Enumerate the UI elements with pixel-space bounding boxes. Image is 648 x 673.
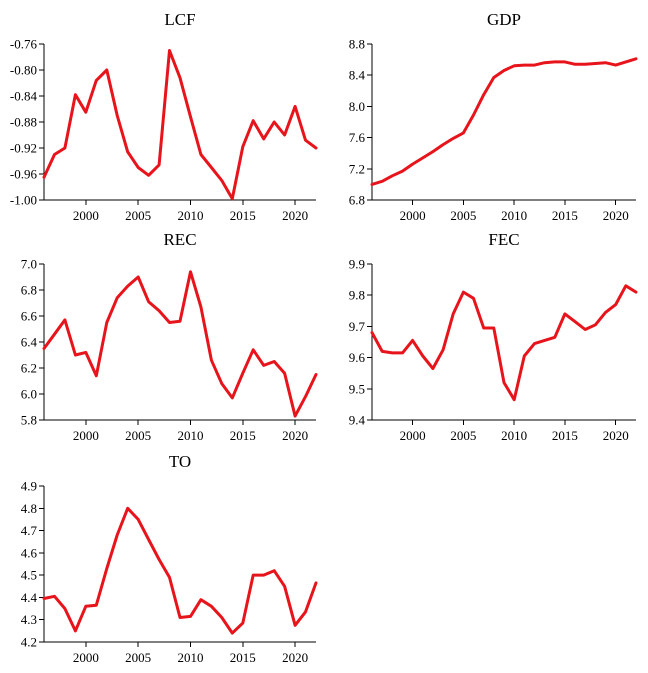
x-tick-label-to: 2005 bbox=[125, 650, 151, 665]
y-tick-label-to: 4.8 bbox=[21, 501, 37, 516]
chart-title-gdp: GDP bbox=[487, 10, 521, 29]
y-tick-label-gdp: 6.8 bbox=[349, 193, 365, 208]
series-line-to bbox=[42, 506, 318, 635]
series-line-rec bbox=[42, 270, 318, 418]
x-tick-label-fec: 2010 bbox=[501, 428, 527, 443]
y-tick-label-to: 4.7 bbox=[21, 523, 38, 538]
y-tick-label-lcf: -0.84 bbox=[10, 89, 38, 104]
chart-panel-to: TO 4.9 4.8 4.7 4.6 4.5 4.4 4.3 4.2 2000 2005 2010 20… bbox=[21, 452, 318, 665]
x-tick-label-fec: 2020 bbox=[603, 428, 629, 443]
y-tick-label-to: 4.3 bbox=[21, 612, 37, 627]
x-tick-label-rec: 2005 bbox=[125, 428, 151, 443]
x-tick-label-gdp: 2020 bbox=[603, 208, 629, 223]
y-tick-label-fec: 9.5 bbox=[349, 381, 365, 396]
x-tick-label-rec: 2015 bbox=[230, 428, 256, 443]
x-tick-label-to: 2000 bbox=[73, 650, 99, 665]
x-tick-label-to: 2020 bbox=[282, 650, 308, 665]
y-tick-label-rec: 5.8 bbox=[21, 413, 37, 428]
y-tick-label-fec: 9.4 bbox=[349, 413, 366, 428]
x-tick-label-to: 2015 bbox=[230, 650, 256, 665]
y-tick-label-lcf: -1.00 bbox=[10, 193, 37, 208]
chart-title-lcf: LCF bbox=[164, 10, 195, 29]
y-tick-label-gdp: 7.2 bbox=[349, 161, 365, 176]
y-tick-label-gdp: 7.6 bbox=[349, 130, 366, 145]
chart-title-to: TO bbox=[169, 452, 191, 471]
y-tick-label-rec: 7.0 bbox=[21, 257, 37, 272]
x-tick-label-rec: 2000 bbox=[73, 428, 99, 443]
chart-panel-gdp: GDP 8.8 8.4 8.0 7.6 7.2 6.8 2000 2005 2010 2015 202… bbox=[349, 10, 638, 223]
y-tick-label-to: 4.5 bbox=[21, 568, 37, 583]
x-tick-label-fec: 2005 bbox=[450, 428, 476, 443]
y-tick-label-fec: 9.7 bbox=[349, 319, 366, 334]
y-tick-label-lcf: -0.80 bbox=[10, 63, 37, 78]
x-tick-label-lcf: 2005 bbox=[125, 208, 151, 223]
x-tick-label-lcf: 2000 bbox=[73, 208, 99, 223]
chart-title-fec: FEC bbox=[488, 230, 519, 249]
x-tick-label-rec: 2020 bbox=[282, 428, 308, 443]
series-line-fec bbox=[370, 284, 638, 402]
y-tick-label-gdp: 8.8 bbox=[349, 37, 365, 52]
series-line-gdp bbox=[370, 57, 638, 186]
x-tick-label-gdp: 2000 bbox=[400, 208, 426, 223]
x-tick-label-fec: 2000 bbox=[400, 428, 426, 443]
chart-panel-lcf: LCF -0.76 -0.80 -0.84 -0.88 -0.92 -0.96 -1.00 20… bbox=[10, 10, 318, 223]
y-tick-label-gdp: 8.0 bbox=[349, 99, 365, 114]
chart-panel-rec: REC 7.0 6.8 6.6 6.4 6.2 6.0 5.8 2000 2005 2010 2015… bbox=[21, 230, 318, 443]
y-tick-label-to: 4.6 bbox=[21, 545, 38, 560]
x-tick-label-lcf: 2020 bbox=[282, 208, 308, 223]
y-tick-label-rec: 6.6 bbox=[21, 309, 38, 324]
y-tick-label-to: 4.4 bbox=[21, 590, 38, 605]
y-tick-label-to: 4.9 bbox=[21, 479, 37, 494]
x-tick-label-to: 2010 bbox=[177, 650, 203, 665]
y-tick-label-rec: 6.4 bbox=[21, 335, 38, 350]
y-tick-label-rec: 6.2 bbox=[21, 361, 37, 376]
y-tick-label-fec: 9.9 bbox=[349, 257, 365, 272]
y-tick-label-fec: 9.6 bbox=[349, 350, 366, 365]
y-tick-label-lcf: -0.88 bbox=[10, 115, 37, 130]
y-tick-label-lcf: -0.76 bbox=[10, 37, 38, 52]
x-tick-label-gdp: 2005 bbox=[450, 208, 476, 223]
y-tick-label-fec: 9.8 bbox=[349, 288, 365, 303]
y-tick-label-gdp: 8.4 bbox=[349, 68, 366, 83]
x-tick-label-gdp: 2015 bbox=[552, 208, 578, 223]
y-tick-label-to: 4.2 bbox=[21, 635, 37, 650]
x-tick-label-rec: 2010 bbox=[177, 428, 203, 443]
y-tick-label-rec: 6.8 bbox=[21, 283, 37, 298]
chart-title-rec: REC bbox=[163, 230, 196, 249]
x-tick-label-gdp: 2010 bbox=[501, 208, 527, 223]
y-tick-label-lcf: -0.92 bbox=[10, 141, 37, 156]
y-tick-label-rec: 6.0 bbox=[21, 387, 37, 402]
x-tick-label-lcf: 2015 bbox=[230, 208, 256, 223]
x-tick-label-fec: 2015 bbox=[552, 428, 578, 443]
chart-panel-fec: FEC 9.9 9.8 9.7 9.6 9.5 9.4 2000 2005 2010 2015 202… bbox=[349, 230, 638, 443]
series-line-lcf bbox=[42, 49, 318, 201]
x-tick-label-lcf: 2010 bbox=[177, 208, 203, 223]
y-tick-label-lcf: -0.96 bbox=[10, 167, 38, 182]
